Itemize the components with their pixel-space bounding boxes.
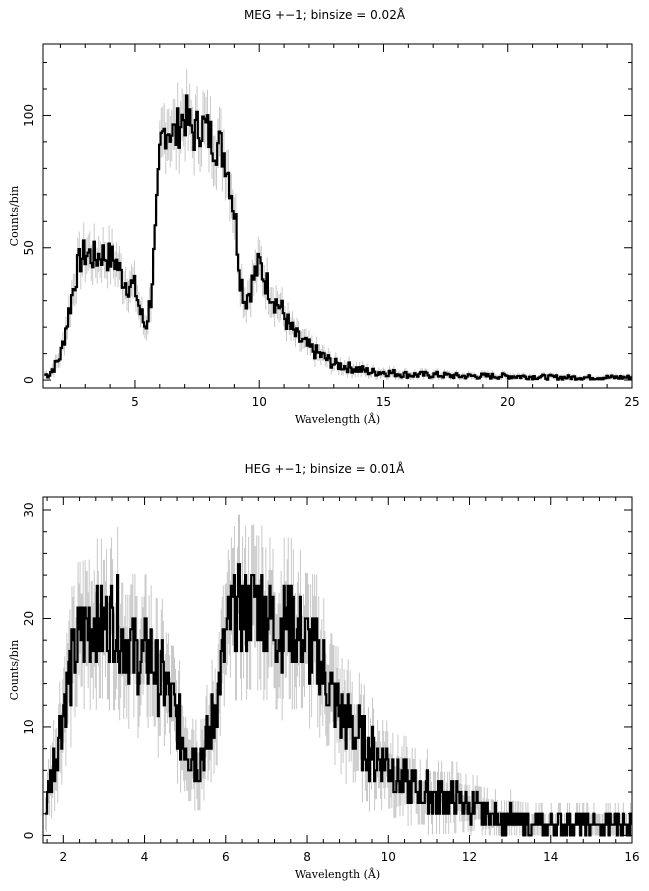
y-axis-label: Counts/bin [8,186,21,247]
y-tick-label: 100 [22,104,36,127]
meg-chart: 5 10 15 20 25 0 50 100 Wavelength (Å) Counts/bin [8,43,640,426]
x-tick-label: 12 [462,850,477,864]
heg-chart: 2 4 6 8 10 12 14 16 0 10 20 30 Wavelength (Å) Counts/… [8,496,640,881]
y-tick-label: 50 [22,240,36,255]
y-tick-label: 10 [22,719,36,734]
y-tick-label: 0 [22,832,36,840]
x-tick-label: 10 [381,850,396,864]
x-tick-label: 2 [59,850,67,864]
x-tick-label: 25 [624,395,639,409]
x-tick-label: 10 [252,395,267,409]
x-axis-label: Wavelength (Å) [295,867,380,881]
x-tick-label: 8 [303,850,311,864]
plot-frame [42,43,633,389]
x-tick-label: 15 [376,395,391,409]
data-series-line [44,94,632,381]
meg-chart-panel: MEG +−1; binsize = 0.02Å 5 10 15 20 25 0 50 100… [0,0,649,440]
chart-title: HEG +−1; binsize = 0.01Å [244,462,405,476]
plot-frame [42,496,633,844]
x-tick-label: 20 [500,395,515,409]
error-bars [45,514,632,836]
y-tick-label: 20 [22,611,36,626]
x-tick-label: 4 [141,850,149,864]
x-tick-label: 6 [222,850,230,864]
error-bars [44,69,632,381]
x-axis-label: Wavelength (Å) [295,412,380,426]
x-tick-label: 16 [624,850,639,864]
chart-title: MEG +−1; binsize = 0.02Å [243,8,406,22]
x-tick-label: 14 [543,850,558,864]
y-tick-label: 30 [22,502,36,517]
y-axis-label: Counts/bin [8,640,21,701]
x-tick-label: 5 [131,395,139,409]
y-tick-label: 0 [22,376,36,384]
heg-chart-panel: HEG +−1; binsize = 0.01Å 2 4 6 8 10 12 14 16 0 10… [0,448,649,891]
data-series-line [45,563,633,837]
